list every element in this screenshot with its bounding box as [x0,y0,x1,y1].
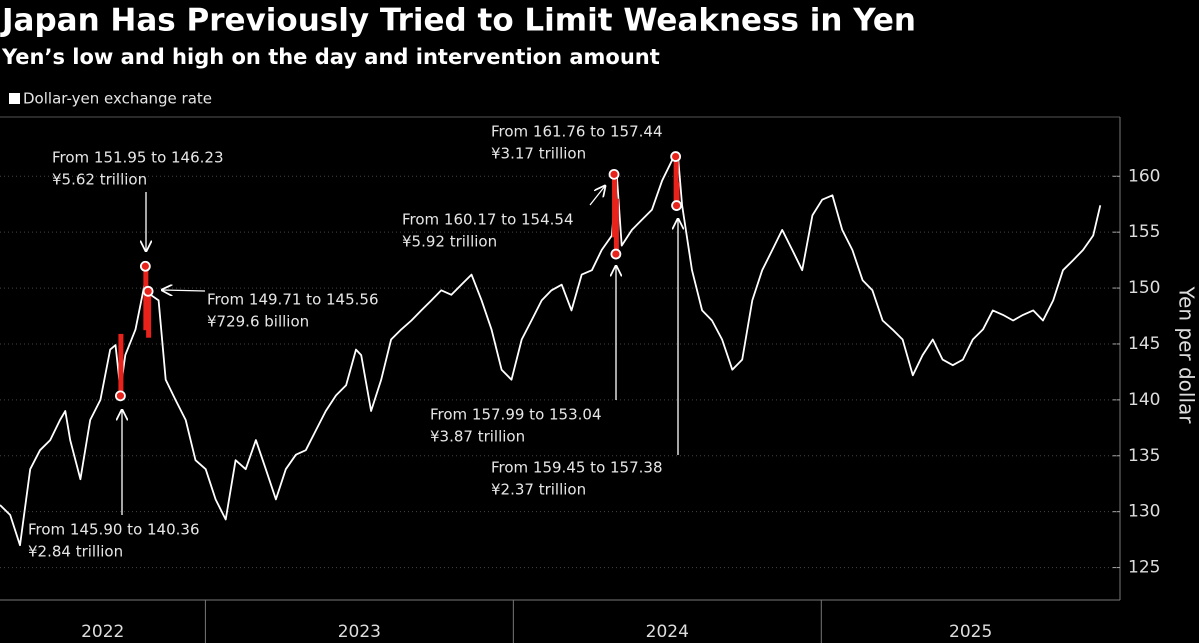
legend-swatch [9,93,20,104]
intervention-bar [143,266,149,331]
legend-label: Dollar-yen exchange rate [23,90,212,108]
y-tick-label: 145 [1128,334,1160,354]
intervention-marker [139,260,151,272]
intervention-bar [674,182,680,206]
y-tick-label: 130 [1128,502,1160,522]
annotation-label: From 161.76 to 157.44 [491,123,663,141]
annotation-arrow [162,290,206,291]
y-tick-label: 135 [1128,446,1160,466]
annotation-amount: ¥3.87 trillion [430,428,525,446]
annotation-label: From 149.71 to 145.56 [207,291,379,309]
x-tick-label: 2022 [81,622,124,642]
y-tick-label: 140 [1128,390,1160,410]
annotation-label: From 159.45 to 157.38 [491,459,663,477]
y-tick-label: 150 [1128,278,1160,298]
chart-subtitle: Yen’s low and high on the day and interv… [1,45,660,69]
intervention-bar [146,291,152,338]
annotation-label: From 160.17 to 154.54 [402,211,574,229]
annotation-amount: ¥2.84 trillion [28,543,123,561]
intervention-bar [613,198,619,255]
annotation-label: From 157.99 to 153.04 [430,406,602,424]
annotation-amount: ¥5.92 trillion [402,233,497,251]
intervention-bar [673,156,679,205]
y-axis-title: Yen per dollar [1175,285,1199,424]
y-tick-label: 160 [1128,166,1160,186]
chart-title: Japan Has Previously Tried to Limit Weak… [0,3,916,39]
x-tick-label: 2024 [646,622,689,642]
intervention-marker [142,285,154,297]
annotation-amount: ¥5.62 trillion [52,171,147,189]
intervention-marker [608,168,620,180]
annotation-amount: ¥2.37 trillion [491,481,586,499]
annotation-label: From 145.90 to 140.36 [28,521,200,539]
annotation-amount: ¥3.17 trillion [491,145,586,163]
x-tick-label: 2025 [949,622,992,642]
annotation-amount: ¥729.6 billion [207,313,309,331]
y-tick-label: 155 [1128,222,1160,242]
y-tick-label: 125 [1128,558,1160,578]
annotation-label: From 151.95 to 146.23 [52,149,224,167]
annotation-arrow [589,186,605,206]
intervention-bar [118,333,124,396]
x-tick-label: 2023 [338,622,381,642]
price-line [0,156,1102,547]
intervention-marker [671,200,682,211]
intervention-marker [610,248,622,260]
intervention-marker [670,151,682,162]
intervention-marker [115,390,126,402]
